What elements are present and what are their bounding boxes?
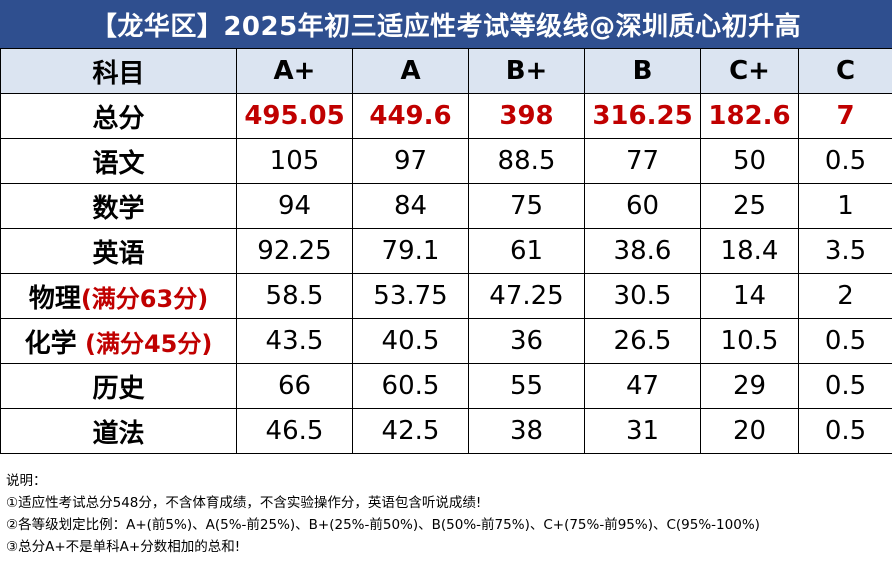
table-row: 物理(满分63分) 58.5 53.75 47.25 30.5 14 2	[0, 273, 892, 319]
grade-table: 科目 A+ A B+ B C+ C 总分 495.05 449.6 398 316.25…	[0, 48, 892, 454]
score-cell: 36	[468, 318, 585, 364]
subject-name: 语文	[92, 148, 145, 179]
table-row: 历史 66 60.5 55 47 29 0.5	[0, 363, 892, 409]
subject-column-header: 科目	[0, 48, 237, 94]
subject-cell: 化学 (满分45分)	[0, 318, 237, 364]
score-cell: 38.6	[584, 228, 701, 274]
score-cell: 1	[798, 183, 892, 229]
subject-name: 物理	[28, 283, 81, 314]
score-cell: 26.5	[584, 318, 701, 364]
grade-header-c-plus: C+	[700, 48, 799, 94]
score-cell: 60.5	[352, 363, 469, 409]
subject-cell: 数学	[0, 183, 237, 229]
table-row: 化学 (满分45分) 43.5 40.5 36 26.5 10.5 0.5	[0, 318, 892, 364]
score-cell: 97	[352, 138, 469, 184]
table-row: 道法 46.5 42.5 38 31 20 0.5	[0, 408, 892, 454]
subject-name: 化学	[24, 328, 77, 359]
score-cell: 449.6	[352, 93, 469, 139]
score-cell: 88.5	[468, 138, 585, 184]
score-cell: 495.05	[236, 93, 353, 139]
score-cell: 50	[700, 138, 799, 184]
score-cell: 0.5	[798, 408, 892, 454]
score-cell: 25	[700, 183, 799, 229]
subject-cell: 物理(满分63分)	[0, 273, 237, 319]
total-score-row: 总分 495.05 449.6 398 316.25 182.6 7	[0, 93, 892, 139]
page-title: 【龙华区】2025年初三适应性考试等级线@深圳质心初升高	[0, 0, 892, 48]
note-item: ③总分A+不是单科A+分数相加的总和!	[6, 539, 241, 555]
subject-cell: 道法	[0, 408, 237, 454]
score-cell: 10.5	[700, 318, 799, 364]
grade-header-b: B	[584, 48, 701, 94]
table-row: 语文 105 97 88.5 77 50 0.5	[0, 138, 892, 184]
score-cell: 94	[236, 183, 353, 229]
score-cell: 7	[798, 93, 892, 139]
notes-heading: 说明：	[6, 473, 47, 489]
score-cell: 31	[584, 408, 701, 454]
subject-name: 道法	[92, 418, 145, 449]
score-cell: 40.5	[352, 318, 469, 364]
score-cell: 84	[352, 183, 469, 229]
score-cell: 29	[700, 363, 799, 409]
score-cell: 0.5	[798, 318, 892, 364]
subject-name: 历史	[92, 373, 145, 404]
score-cell: 60	[584, 183, 701, 229]
score-cell: 77	[584, 138, 701, 184]
score-cell: 43.5	[236, 318, 353, 364]
full-score-note: (满分63分)	[80, 284, 209, 313]
score-cell: 0.5	[798, 138, 892, 184]
score-cell: 3.5	[798, 228, 892, 274]
note-item: ②各等级划定比例：A+(前5%)、A(5%-前25%)、B+(25%-前50%)…	[6, 517, 760, 533]
score-cell: 92.25	[236, 228, 353, 274]
subject-cell: 语文	[0, 138, 237, 184]
score-cell: 18.4	[700, 228, 799, 274]
grade-header-a-plus: A+	[236, 48, 353, 94]
score-cell: 105	[236, 138, 353, 184]
subject-name: 总分	[92, 103, 145, 134]
score-cell: 20	[700, 408, 799, 454]
score-cell: 14	[700, 273, 799, 319]
subject-name: 数学	[92, 193, 145, 224]
score-cell: 398	[468, 93, 585, 139]
table-row: 数学 94 84 75 60 25 1	[0, 183, 892, 229]
score-cell: 42.5	[352, 408, 469, 454]
score-cell: 316.25	[584, 93, 701, 139]
score-cell: 47.25	[468, 273, 585, 319]
score-cell: 38	[468, 408, 585, 454]
score-cell: 66	[236, 363, 353, 409]
notes-section: 说明： ①适应性考试总分548分，不含体育成绩，不含实验操作分，英语包含听说成绩…	[6, 470, 886, 558]
grade-header-b-plus: B+	[468, 48, 585, 94]
subject-name: 英语	[92, 238, 145, 269]
score-cell: 0.5	[798, 363, 892, 409]
table-row: 英语 92.25 79.1 61 38.6 18.4 3.5	[0, 228, 892, 274]
grade-header-a: A	[352, 48, 469, 94]
score-cell: 58.5	[236, 273, 353, 319]
subject-cell: 历史	[0, 363, 237, 409]
score-cell: 2	[798, 273, 892, 319]
score-cell: 75	[468, 183, 585, 229]
score-cell: 55	[468, 363, 585, 409]
subject-cell: 总分	[0, 93, 237, 139]
table-header-row: 科目 A+ A B+ B C+ C	[0, 48, 892, 94]
grade-header-c: C	[798, 48, 892, 94]
score-cell: 47	[584, 363, 701, 409]
full-score-note: (满分45分)	[76, 329, 213, 358]
score-cell: 30.5	[584, 273, 701, 319]
score-cell: 79.1	[352, 228, 469, 274]
subject-cell: 英语	[0, 228, 237, 274]
note-item: ①适应性考试总分548分，不含体育成绩，不含实验操作分，英语包含听说成绩!	[6, 495, 482, 511]
score-cell: 53.75	[352, 273, 469, 319]
score-cell: 182.6	[700, 93, 799, 139]
score-cell: 46.5	[236, 408, 353, 454]
score-cell: 61	[468, 228, 585, 274]
